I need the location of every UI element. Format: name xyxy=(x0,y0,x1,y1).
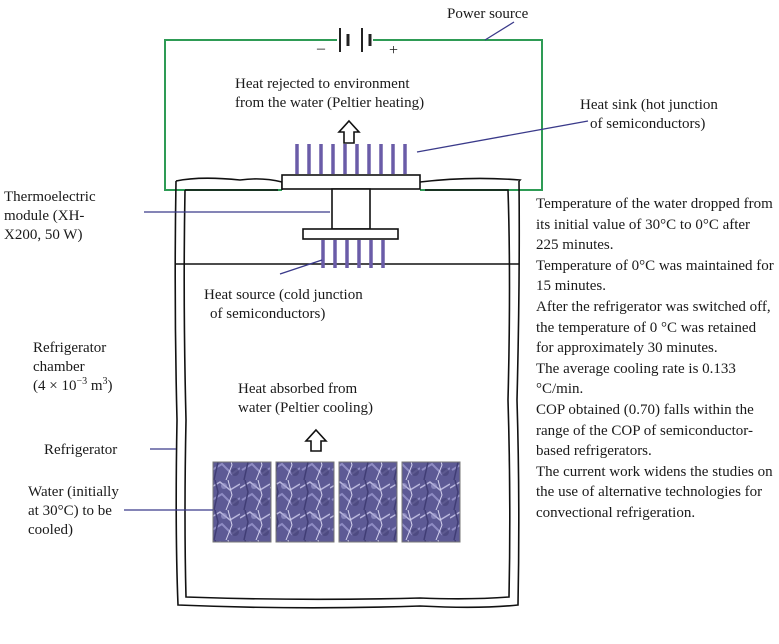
up-arrow-icon xyxy=(304,428,328,452)
up-arrow-icon xyxy=(337,119,361,144)
water-blocks xyxy=(212,461,461,543)
leader-heat-source xyxy=(279,259,323,275)
module-core xyxy=(331,188,371,230)
water-label: Water (initially at 30°C) to be cooled) xyxy=(28,484,119,538)
heat-source-label: Heat source (cold junction of semiconduc… xyxy=(204,287,363,322)
ice-block-icon xyxy=(212,461,272,543)
summary-cop: COP obtained (0.70) falls within the ran… xyxy=(536,401,754,460)
chamber-volume: (4 × 10−3 m3) xyxy=(33,376,113,395)
refrigerator-label: Refrigerator xyxy=(44,442,118,458)
ice-block-icon xyxy=(338,461,398,543)
summary-retained: After the refrigerator was switched off,… xyxy=(536,298,771,357)
circuit-wire-right xyxy=(373,39,543,191)
circuit-wire-left xyxy=(164,39,337,191)
cold-plate xyxy=(302,228,399,240)
cold-junction-fins xyxy=(321,240,385,268)
ice-block-icon xyxy=(275,461,335,543)
leader-power-source xyxy=(484,21,515,41)
leader-lines xyxy=(124,21,589,511)
heat-rejected-label: Heat rejected to environment from the wa… xyxy=(235,76,425,111)
hot-plate xyxy=(281,174,421,190)
summary-maintained: Temperature of 0°C was maintained for 15… xyxy=(536,257,774,295)
summary-conclusion: The current work widens the studies on t… xyxy=(536,463,773,521)
battery-minus-sign: – xyxy=(317,40,325,57)
thermoelectric-module xyxy=(281,174,421,240)
summary-temperature-drop: Temperature of the water dropped from it… xyxy=(536,196,773,254)
hot-junction-fins xyxy=(295,144,407,174)
power-source-label: Power source xyxy=(447,6,529,22)
heat-absorbed-label: Heat absorbed from water (Peltier coolin… xyxy=(238,381,373,416)
battery-icon xyxy=(339,28,372,52)
power-circuit xyxy=(164,39,543,191)
summary-cooling-rate: The average cooling rate is 0.133 °C/min… xyxy=(536,360,736,398)
leader-heat-sink xyxy=(416,120,589,153)
battery-plus-sign: + xyxy=(389,42,399,59)
heat-sink-label: Heat sink (hot junction of semiconductor… xyxy=(580,97,718,132)
results-summary: Temperature of the water dropped from it… xyxy=(536,194,776,524)
thermoelectric-module-label: Thermoelectric module (XH- X200, 50 W) xyxy=(4,189,96,243)
ice-block-icon xyxy=(401,461,461,543)
refrigerator-chamber-label: Refrigerator chamber (4 × 10−3 m3) xyxy=(33,340,113,395)
